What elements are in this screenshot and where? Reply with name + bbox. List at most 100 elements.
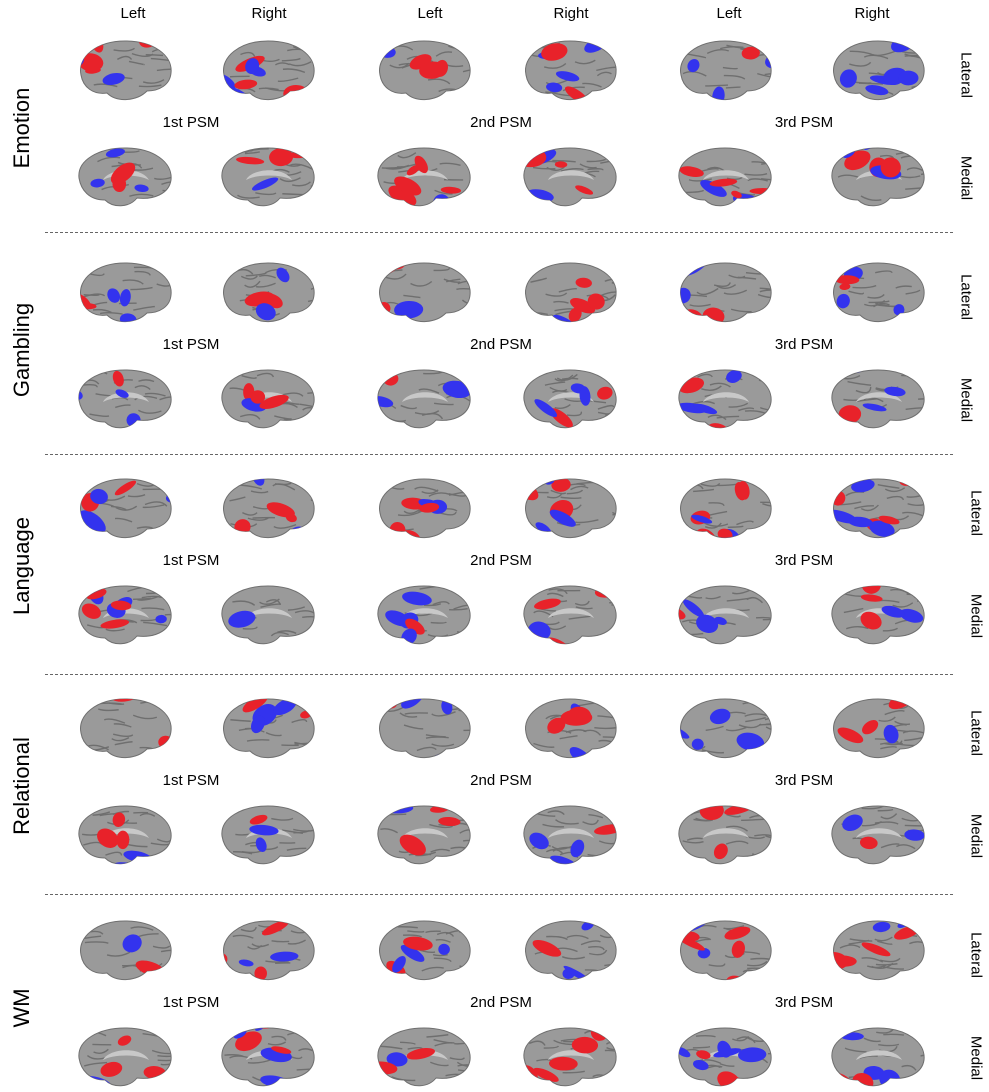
brain-medial-relational-4 <box>673 798 777 870</box>
brain-medial-relational-1 <box>216 798 320 870</box>
brain-lateral-relational-1 <box>216 693 320 765</box>
col-header-right-1: Right <box>251 5 286 22</box>
view-label-lateral: Lateral <box>958 274 975 320</box>
brain-lateral-emotion-4 <box>673 35 777 107</box>
brain-lateral-language-3 <box>518 473 622 545</box>
brain-medial-gambling-4 <box>673 362 777 434</box>
brain-lateral-gambling-5 <box>826 257 930 329</box>
col-header-left-1: Left <box>120 5 145 22</box>
view-label-lateral: Lateral <box>968 932 985 978</box>
view-label-lateral: Lateral <box>968 490 985 536</box>
brain-lateral-wm-3 <box>518 915 622 987</box>
view-label-medial: Medial <box>968 1036 985 1080</box>
section-divider <box>45 674 953 675</box>
psm-label-3: 3rd PSM <box>775 114 833 131</box>
brain-medial-relational-3 <box>518 798 622 870</box>
brain-medial-language-1 <box>216 578 320 650</box>
brain-medial-language-5 <box>826 578 930 650</box>
brain-medial-wm-0 <box>73 1020 177 1092</box>
brain-lateral-gambling-1 <box>216 257 320 329</box>
brain-lateral-wm-5 <box>826 915 930 987</box>
brain-lateral-relational-3 <box>518 693 622 765</box>
psm-label-1: 1st PSM <box>163 994 220 1011</box>
brain-medial-language-0 <box>73 578 177 650</box>
brain-medial-wm-3 <box>518 1020 622 1092</box>
psm-label-2: 2nd PSM <box>470 114 532 131</box>
psm-label-1: 1st PSM <box>163 114 220 131</box>
psm-label-1: 1st PSM <box>163 336 220 353</box>
view-label-medial: Medial <box>968 594 985 638</box>
task-label-language: Language <box>9 517 35 615</box>
brain-lateral-language-5 <box>826 473 930 545</box>
brain-lateral-wm-4 <box>673 915 777 987</box>
brain-lateral-language-0 <box>73 473 177 545</box>
brain-lateral-emotion-1 <box>216 35 320 107</box>
task-label-emotion: Emotion <box>9 88 35 169</box>
brain-medial-gambling-3 <box>518 362 622 434</box>
brain-lateral-gambling-0 <box>73 257 177 329</box>
brain-medial-emotion-1 <box>216 140 320 212</box>
psm-label-2: 2nd PSM <box>470 994 532 1011</box>
brain-medial-emotion-3 <box>518 140 622 212</box>
brain-medial-gambling-0 <box>73 362 177 434</box>
psm-label-3: 3rd PSM <box>775 772 833 789</box>
col-header-left-2: Left <box>417 5 442 22</box>
brain-lateral-language-1 <box>216 473 320 545</box>
brain-medial-wm-2 <box>372 1020 476 1092</box>
brain-medial-language-3 <box>518 578 622 650</box>
brain-lateral-language-4 <box>673 473 777 545</box>
psm-label-3: 3rd PSM <box>775 336 833 353</box>
brain-medial-wm-4 <box>673 1020 777 1092</box>
brain-medial-gambling-5 <box>826 362 930 434</box>
brain-lateral-relational-2 <box>372 693 476 765</box>
view-label-medial: Medial <box>958 378 975 422</box>
brain-lateral-wm-0 <box>73 915 177 987</box>
brain-medial-emotion-2 <box>372 140 476 212</box>
brain-medial-emotion-0 <box>73 140 177 212</box>
brain-lateral-emotion-3 <box>518 35 622 107</box>
brain-medial-gambling-2 <box>372 362 476 434</box>
brain-lateral-emotion-0 <box>73 35 177 107</box>
brain-lateral-language-2 <box>372 473 476 545</box>
psm-label-3: 3rd PSM <box>775 552 833 569</box>
task-label-gambling: Gambling <box>9 303 35 397</box>
col-header-left-3: Left <box>716 5 741 22</box>
brain-medial-gambling-1 <box>216 362 320 434</box>
brain-lateral-emotion-5 <box>826 35 930 107</box>
brain-medial-wm-1 <box>216 1020 320 1092</box>
brain-lateral-relational-4 <box>673 693 777 765</box>
col-header-right-2: Right <box>553 5 588 22</box>
section-divider <box>45 232 953 233</box>
brain-lateral-wm-1 <box>216 915 320 987</box>
task-label-wm: WM <box>9 988 35 1027</box>
brain-lateral-gambling-3 <box>518 257 622 329</box>
psm-label-2: 2nd PSM <box>470 336 532 353</box>
psm-label-1: 1st PSM <box>163 772 220 789</box>
section-divider <box>45 894 953 895</box>
brain-lateral-wm-2 <box>372 915 476 987</box>
brain-medial-relational-0 <box>73 798 177 870</box>
psm-label-1: 1st PSM <box>163 552 220 569</box>
psm-label-2: 2nd PSM <box>470 552 532 569</box>
brain-medial-emotion-5 <box>826 140 930 212</box>
view-label-medial: Medial <box>968 814 985 858</box>
view-label-lateral: Lateral <box>968 710 985 756</box>
brain-medial-emotion-4 <box>673 140 777 212</box>
view-label-medial: Medial <box>958 156 975 200</box>
section-divider <box>45 454 953 455</box>
psm-label-2: 2nd PSM <box>470 772 532 789</box>
brain-medial-relational-5 <box>826 798 930 870</box>
view-label-lateral: Lateral <box>958 52 975 98</box>
col-header-right-3: Right <box>854 5 889 22</box>
brain-medial-wm-5 <box>826 1020 930 1092</box>
brain-medial-language-2 <box>372 578 476 650</box>
brain-medial-language-4 <box>673 578 777 650</box>
brain-lateral-gambling-4 <box>673 257 777 329</box>
brain-medial-relational-2 <box>372 798 476 870</box>
task-label-relational: Relational <box>9 737 35 835</box>
brain-lateral-relational-0 <box>73 693 177 765</box>
brain-lateral-relational-5 <box>826 693 930 765</box>
brain-lateral-emotion-2 <box>372 35 476 107</box>
psm-label-3: 3rd PSM <box>775 994 833 1011</box>
brain-lateral-gambling-2 <box>372 257 476 329</box>
